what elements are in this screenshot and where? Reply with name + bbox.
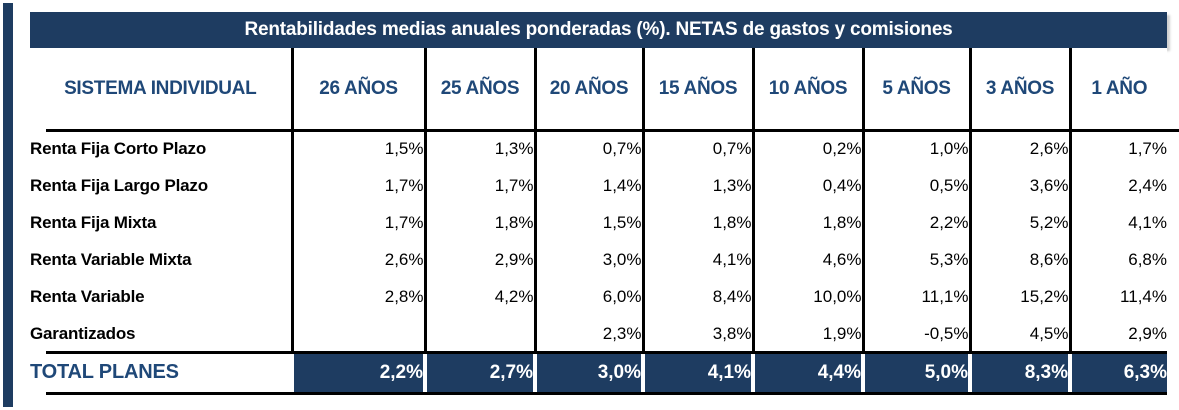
cell-value: 2,6% [290,241,425,278]
cell-value: 1,7% [290,204,425,241]
column-header: 10 AÑOS [751,48,863,130]
cell-value: 2,4% [1068,167,1167,204]
cell-value: 1,8% [641,204,753,241]
total-value: 2,2% [290,352,425,393]
cell-value: 8,6% [968,241,1070,278]
cell-value: -0,5% [861,315,970,352]
cell-value: 4,1% [641,241,753,278]
column-header: 26 AÑOS [290,48,425,130]
table-row: Renta Variable Mixta 2,6% 2,9% 3,0% 4,1% 4,6%… [30,241,1167,278]
cell-value: 11,1% [861,278,970,315]
cell-value: 0,7% [533,130,643,167]
column-header: 25 AÑOS [423,48,535,130]
cell-value: 2,9% [423,241,535,278]
column-header: 3 AÑOS [968,48,1070,130]
cell-value: 1,8% [423,204,535,241]
cell-value: 2,2% [861,204,970,241]
cell-value: 1,7% [290,167,425,204]
cell-value: 1,7% [423,167,535,204]
cell-value: 1,4% [533,167,643,204]
row-label: Renta Fija Mixta [30,212,157,232]
cell-value: 1,7% [1068,130,1167,167]
cell-value: 11,4% [1068,278,1167,315]
table-row: Garantizados 2,3% 3,8% 1,9% -0,5% 4,5% 2,9% [30,315,1167,352]
row-label: Renta Variable [30,286,145,306]
total-value: 2,7% [423,352,535,393]
column-header: 20 AÑOS [533,48,643,130]
cell-value: 5,2% [968,204,1070,241]
total-value: 5,0% [861,352,970,393]
table-title: Rentabilidades medias anuales ponderadas… [30,12,1167,48]
total-row: TOTAL PLANES 2,2% 2,7% 3,0% 4,1% 4,4% 5,0% 8,3%… [30,352,1167,393]
row-label: Renta Fija Corto Plazo [30,138,207,158]
cell-value: 3,8% [641,315,753,352]
cell-value: 1,9% [751,315,863,352]
cell-value: 4,1% [1068,204,1167,241]
cell-value: 0,7% [641,130,753,167]
cell-value: 2,3% [533,315,643,352]
total-value: 4,1% [641,352,753,393]
cell-value: 3,6% [968,167,1070,204]
cell-value: 1,0% [861,130,970,167]
cell-value [290,315,425,352]
column-header: 5 AÑOS [861,48,970,130]
cell-value: 1,5% [533,204,643,241]
cell-value: 1,3% [641,167,753,204]
cell-value: 4,6% [751,241,863,278]
cell-value: 1,3% [423,130,535,167]
total-value: 4,4% [751,352,863,393]
cell-value: 10,0% [751,278,863,315]
cell-value [423,315,535,352]
total-top-rule [46,351,1167,354]
table-row: Renta Fija Mixta 1,7% 1,8% 1,5% 1,8% 1,8% 2,2%… [30,204,1167,241]
column-header: 15 AÑOS [641,48,753,130]
table-row: Renta Variable 2,8% 4,2% 6,0% 8,4% 10,0% 11,1%… [30,278,1167,315]
column-header: 1 AÑO [1068,48,1167,130]
cell-value: 6,0% [533,278,643,315]
cell-value: 0,2% [751,130,863,167]
table-row: Renta Fija Largo Plazo 1,7% 1,7% 1,4% 1,3% 0,… [30,167,1167,204]
returns-table: SISTEMA INDIVIDUAL 26 AÑOS 25 AÑOS 20 AÑOS… [30,48,1167,393]
cell-value: 1,8% [751,204,863,241]
cell-value: 0,4% [751,167,863,204]
cell-value: 3,0% [533,241,643,278]
cell-value: 1,5% [290,130,425,167]
header-row: SISTEMA INDIVIDUAL 26 AÑOS 25 AÑOS 20 AÑOS… [30,48,1167,130]
cell-value: 0,5% [861,167,970,204]
left-accent-bar [3,3,13,407]
cell-value: 2,6% [968,130,1070,167]
cell-value: 15,2% [968,278,1070,315]
row-label: Garantizados [30,323,136,343]
table-row: Renta Fija Corto Plazo 1,5% 1,3% 0,7% 0,7% 0,… [30,130,1167,167]
cell-value: 6,8% [1068,241,1167,278]
cell-value: 4,5% [968,315,1070,352]
cell-value: 8,4% [641,278,753,315]
total-bottom-rule [46,392,1167,395]
total-value: 3,0% [533,352,643,393]
header-underline [46,129,1179,132]
row-label: Renta Fija Largo Plazo [30,175,208,195]
total-value: 8,3% [968,352,1070,393]
cell-value: 2,9% [1068,315,1167,352]
total-value: 6,3% [1068,352,1167,393]
cell-value: 4,2% [423,278,535,315]
corner-header-sistema-individual: SISTEMA INDIVIDUAL [30,48,292,130]
cell-value: 5,3% [861,241,970,278]
total-label: TOTAL PLANES [30,352,292,393]
cell-value: 2,8% [290,278,425,315]
row-label: Renta Variable Mixta [30,249,192,269]
